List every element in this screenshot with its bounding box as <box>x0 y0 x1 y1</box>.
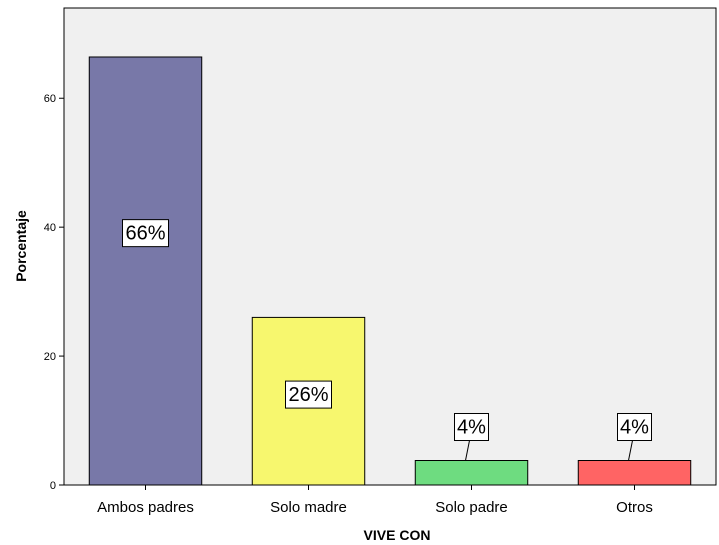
bar <box>577 460 692 486</box>
data-label-text: 26% <box>288 384 328 406</box>
y-tick-label: 60 <box>44 93 56 105</box>
data-label-text: 4% <box>457 417 486 439</box>
data-label-box <box>285 380 332 409</box>
data-label-box <box>617 413 652 442</box>
x-axis: Ambos padres Solo madre Solo padre Otros <box>97 485 653 516</box>
data-label-text: 4% <box>620 417 649 439</box>
y-tick-label: 40 <box>44 222 56 234</box>
data-label-leader <box>465 440 470 461</box>
bar <box>88 56 203 486</box>
data-label-text: 66% <box>125 223 165 245</box>
data-labels: 66% 26% 4% 4% <box>122 219 652 461</box>
data-label: 4% <box>617 413 652 461</box>
x-axis-title: VIVE CON <box>364 527 431 543</box>
x-tick-label: Solo padre <box>435 499 508 516</box>
data-label: 66% <box>122 219 169 248</box>
data-label-leader <box>628 440 633 461</box>
y-axis: 0 20 40 60 <box>44 93 64 492</box>
data-label: 4% <box>454 413 489 461</box>
data-label-box <box>122 219 169 248</box>
data-label-box <box>454 413 489 442</box>
data-label: 26% <box>285 380 332 409</box>
y-tick-label: 20 <box>44 351 56 363</box>
x-tick-label: Otros <box>616 499 653 516</box>
y-axis-title: Porcentaje <box>13 210 29 282</box>
bar <box>414 460 529 486</box>
x-tick-label: Solo madre <box>270 499 347 516</box>
x-tick-label: Ambos padres <box>97 499 194 516</box>
y-tick-label: 0 <box>50 480 56 492</box>
